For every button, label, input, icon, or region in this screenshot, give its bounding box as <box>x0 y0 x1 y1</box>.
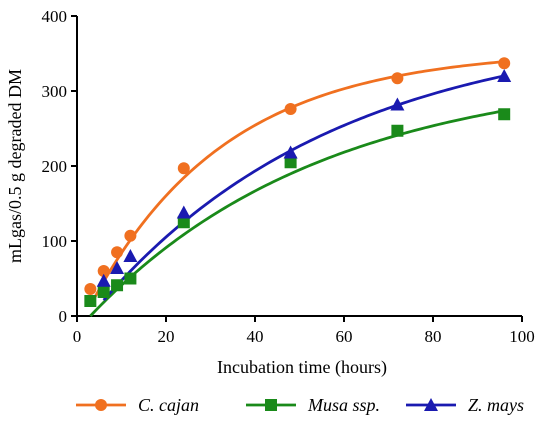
data-point-series-0 <box>111 246 124 259</box>
legend: C. cajan Musa ssp. Z. mays <box>76 395 524 415</box>
data-point-series-2 <box>283 145 298 159</box>
legend-label-1: Musa ssp. <box>307 395 380 415</box>
data-point-series-2 <box>110 261 125 274</box>
data-point-series-1 <box>84 295 97 307</box>
fit-curve-series-2 <box>102 74 505 302</box>
data-point-series-1 <box>391 124 404 137</box>
data-point-series-2 <box>497 69 512 82</box>
fit-curves <box>89 60 505 317</box>
fit-curve-series-1 <box>89 109 505 317</box>
data-point-series-1 <box>498 108 511 121</box>
data-point-series-2 <box>390 97 405 111</box>
data-point-series-0 <box>284 103 297 115</box>
legend-label-2: Z. mays <box>468 395 524 415</box>
data-point-series-1 <box>284 156 297 169</box>
data-point-series-1 <box>111 279 124 292</box>
y-tick-label: 0 <box>59 307 68 326</box>
fit-curve-series-0 <box>89 60 505 307</box>
legend-label-0: C. cajan <box>138 395 199 415</box>
x-tick-label: 60 <box>336 327 353 346</box>
data-point-series-1 <box>97 286 110 298</box>
legend-marker-2 <box>424 398 438 411</box>
x-tick-label: 40 <box>247 327 264 346</box>
y-tick-label: 400 <box>42 7 68 26</box>
data-point-series-0 <box>177 162 190 175</box>
x-tick-label: 100 <box>509 327 535 346</box>
data-point-series-0 <box>124 229 137 242</box>
x-tick-label: 0 <box>73 327 82 346</box>
data-point-series-1 <box>177 216 190 229</box>
y-tick-label: 300 <box>42 82 68 101</box>
data-point-series-2 <box>123 249 138 262</box>
legend-marker-0 <box>95 399 107 411</box>
x-axis-label: Incubation time (hours) <box>217 357 387 378</box>
data-point-series-1 <box>124 272 137 285</box>
legend-marker-1 <box>265 399 277 411</box>
data-point-series-0 <box>97 265 110 277</box>
y-tick-label: 100 <box>42 232 68 251</box>
y-axis-label: mLgas/0.5 g degraded DM <box>5 69 25 263</box>
data-point-series-0 <box>391 72 404 85</box>
data-points <box>84 57 512 307</box>
data-point-series-2 <box>96 273 111 287</box>
x-tick-label: 20 <box>158 327 175 346</box>
axes: 0 20 40 60 80 100 0 100 200 300 400 <box>42 7 535 346</box>
y-tick-label: 200 <box>42 157 68 176</box>
x-tick-label: 80 <box>425 327 442 346</box>
data-point-series-2 <box>176 205 191 219</box>
data-point-series-0 <box>84 283 97 295</box>
data-point-series-0 <box>498 57 511 70</box>
